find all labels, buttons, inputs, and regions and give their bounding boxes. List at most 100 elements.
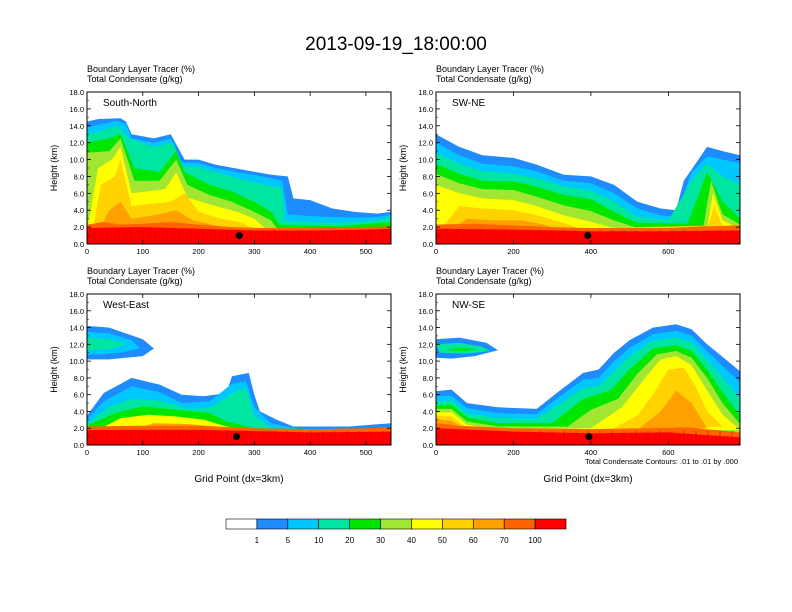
x-tick-label: 200 (507, 247, 520, 256)
y-tick-label: 6.0 (423, 189, 433, 198)
panel-label: South-North (103, 98, 157, 109)
colorbar-label: 40 (407, 536, 416, 545)
colorbar-swatch (534, 518, 567, 530)
colorbar-label: 20 (345, 536, 354, 545)
colorbar-swatch (380, 518, 412, 530)
colorbar-label: 50 (438, 536, 447, 545)
panel-label: SW-NE (452, 98, 485, 109)
y-tick-label: 16.0 (69, 307, 84, 316)
y-tick-label: 12.0 (69, 340, 84, 349)
location-marker (232, 433, 240, 441)
colorbar-swatch (442, 518, 474, 530)
panel-header-condensate: Total Condensate (g/kg) (436, 74, 532, 84)
shade-level-7 (436, 367, 723, 433)
shade-level-8 (98, 201, 232, 232)
panel-header-condensate: Total Condensate (g/kg) (436, 276, 532, 286)
y-tick-label: 4.0 (74, 206, 84, 215)
x-axis-label: Grid Point (dx=3km) (194, 474, 283, 485)
panel-header-condensate: Total Condensate (g/kg) (87, 276, 183, 286)
y-tick-label: 12.0 (418, 139, 433, 148)
y-tick-label: 14.0 (69, 324, 84, 333)
shade-level-3 (87, 337, 126, 351)
location-marker (585, 433, 593, 441)
colorbar-label: 1 (255, 536, 260, 545)
colorbar-label: 100 (528, 536, 542, 545)
colorbar-swatch (287, 518, 320, 530)
colorbar-label: 30 (376, 536, 385, 545)
panel-header-condensate: Total Condensate (g/kg) (87, 74, 183, 84)
y-tick-label: 4.0 (74, 407, 84, 416)
x-tick-label: 200 (192, 448, 205, 457)
y-tick-label: 12.0 (418, 340, 433, 349)
y-tick-label: 14.0 (418, 324, 433, 333)
x-tick-label: 400 (585, 247, 598, 256)
colorbar-label: 60 (469, 536, 478, 545)
x-tick-label: 400 (585, 448, 598, 457)
x-tick-label: 100 (137, 247, 150, 256)
x-tick-label: 200 (192, 247, 205, 256)
y-tick-label: 10.0 (418, 357, 433, 366)
y-tick-label: 0.0 (74, 240, 84, 249)
figure-title: 2013-09-19_18:00:00 (305, 34, 487, 55)
panel-label: NW-SE (452, 300, 485, 311)
y-tick-label: 2.0 (423, 223, 433, 232)
panel-header-tracer: Boundary Layer Tracer (%) (436, 266, 544, 276)
y-tick-label: 18.0 (418, 88, 433, 97)
x-tick-label: 500 (360, 448, 373, 457)
y-tick-label: 4.0 (423, 206, 433, 215)
colorbar-swatch (349, 518, 381, 530)
y-tick-label: 8.0 (423, 172, 433, 181)
location-marker (235, 232, 243, 240)
y-tick-label: 16.0 (418, 105, 433, 114)
x-tick-label: 300 (248, 448, 261, 457)
panel-west-east: Boundary Layer Tracer (%)Total Condensat… (49, 266, 392, 485)
colorbar-swatch (318, 518, 350, 530)
panel-south-north: Boundary Layer Tracer (%)Total Condensat… (49, 64, 392, 256)
panel-label: West-East (103, 300, 149, 311)
x-tick-label: 300 (248, 247, 261, 256)
y-tick-label: 6.0 (423, 391, 433, 400)
x-tick-label: 0 (434, 448, 438, 457)
x-tick-label: 400 (304, 247, 317, 256)
x-tick-label: 0 (85, 247, 89, 256)
y-tick-label: 2.0 (423, 424, 433, 433)
colorbar-swatch (411, 518, 443, 530)
y-tick-label: 8.0 (423, 374, 433, 383)
y-axis-label: Height (km) (398, 145, 408, 192)
y-tick-label: 4.0 (423, 407, 433, 416)
colorbar-label: 70 (500, 536, 509, 545)
contour-note: Total Condensate Contours: .01 to .01 by… (585, 457, 738, 466)
y-tick-label: 0.0 (423, 441, 433, 450)
y-tick-label: 18.0 (69, 290, 84, 299)
colorbar-swatch (225, 518, 258, 530)
y-tick-label: 8.0 (74, 374, 84, 383)
x-axis-label: Grid Point (dx=3km) (543, 474, 632, 485)
y-tick-label: 14.0 (418, 122, 433, 131)
colorbar-swatch (256, 518, 289, 530)
colorbar-swatch (503, 518, 536, 530)
y-tick-label: 10.0 (69, 357, 84, 366)
colorbar: 1 5 10 20 30 40 50 60 70 100 (225, 518, 567, 545)
x-tick-label: 100 (137, 448, 150, 457)
x-tick-label: 600 (662, 448, 675, 457)
colorbar-label: 5 (286, 536, 291, 545)
y-tick-label: 2.0 (74, 223, 84, 232)
panel-sw-ne: Boundary Layer Tracer (%)Total Condensat… (398, 64, 741, 256)
x-tick-label: 500 (360, 247, 373, 256)
y-tick-label: 0.0 (423, 240, 433, 249)
y-tick-label: 16.0 (69, 105, 84, 114)
y-tick-label: 8.0 (74, 172, 84, 181)
panel-nw-se: Boundary Layer Tracer (%)Total Condensat… (398, 266, 741, 485)
y-tick-label: 18.0 (418, 290, 433, 299)
shade-level-7 (92, 159, 255, 232)
colorbar-label: 10 (314, 536, 323, 545)
x-tick-label: 0 (434, 247, 438, 256)
y-tick-label: 12.0 (69, 139, 84, 148)
y-tick-label: 6.0 (74, 189, 84, 198)
x-tick-label: 600 (662, 247, 675, 256)
y-axis-label: Height (km) (49, 145, 59, 192)
y-tick-label: 10.0 (69, 156, 84, 165)
location-marker (584, 232, 592, 240)
x-tick-label: 0 (85, 448, 89, 457)
